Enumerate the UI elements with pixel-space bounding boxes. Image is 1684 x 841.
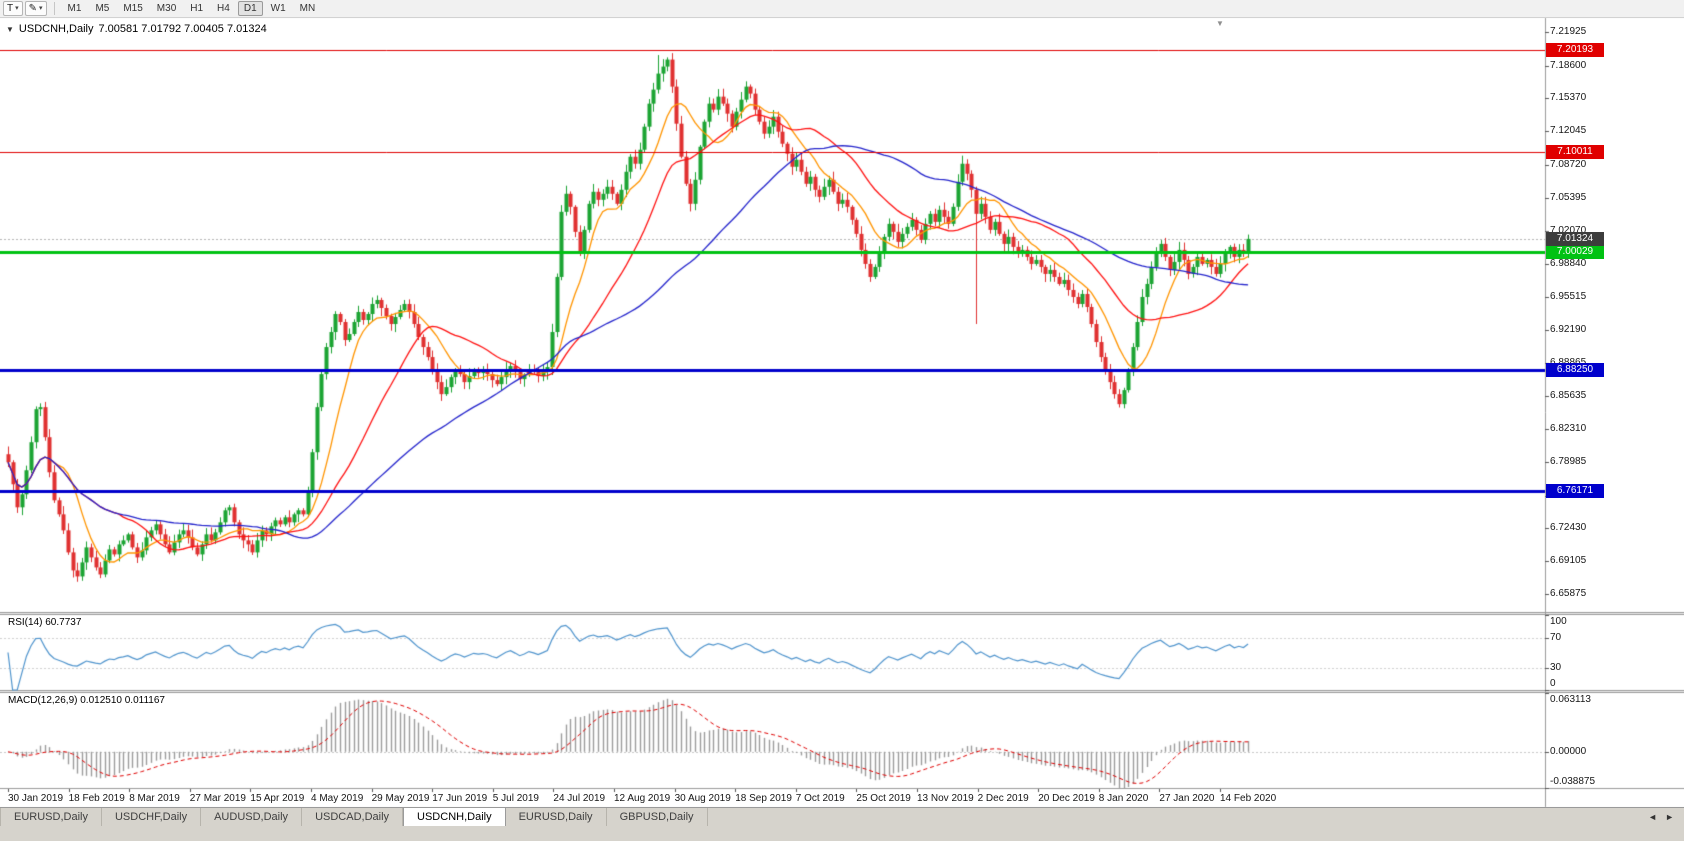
chart-shift-marker[interactable]: ▼ [1216, 19, 1224, 28]
timeframe-button-m15[interactable]: M15 [117, 1, 148, 16]
symbol-dropdown-icon[interactable]: ▼ [6, 24, 14, 34]
rsi-name: RSI(14) [8, 617, 43, 628]
tab-usdchf-daily[interactable]: USDCHF,Daily [102, 808, 202, 826]
macd-indicator-label: MACD(12,26,9) 0.012510 0.011167 [8, 695, 165, 706]
tab-eurusd-daily-1[interactable]: EURUSD,Daily [0, 808, 102, 826]
tab-scroll-left-icon[interactable]: ◄ [1648, 812, 1658, 822]
chart-tab-bar: EURUSD,Daily USDCHF,Daily AUDUSD,Daily U… [0, 807, 1684, 841]
timeframe-button-mn[interactable]: MN [294, 1, 322, 16]
tab-audusd-daily[interactable]: AUDUSD,Daily [201, 808, 303, 826]
templates-button[interactable]: T ▾ [3, 1, 23, 16]
timeframe-button-h4[interactable]: H4 [211, 1, 236, 16]
macd-values: 0.012510 0.011167 [80, 695, 165, 706]
tab-eurusd-daily-2[interactable]: EURUSD,Daily [506, 808, 607, 826]
symbol-period-label: USDCNH,Daily [18, 23, 94, 35]
tab-scroll-arrows: ◄ ► [1648, 808, 1684, 822]
chevron-down-icon: ▾ [15, 5, 19, 12]
tab-gbpusd-daily[interactable]: GBPUSD,Daily [607, 808, 708, 826]
tab-usdcnh-daily[interactable]: USDCNH,Daily [403, 808, 506, 826]
timeframe-button-m5[interactable]: M5 [89, 1, 115, 16]
chart-title[interactable]: ▼ USDCNH,Daily 7.00581 7.01792 7.00405 7… [6, 23, 267, 35]
pencil-icon: ✎ [28, 3, 38, 14]
timeframe-button-d1[interactable]: D1 [237, 1, 263, 16]
rsi-indicator-label: RSI(14) 60.7737 [8, 617, 81, 628]
draw-tool-button[interactable]: ✎ ▾ [24, 1, 47, 16]
ohlc-values: 7.00581 7.01792 7.00405 7.01324 [98, 23, 267, 35]
tab-usdcad-daily[interactable]: USDCAD,Daily [302, 808, 404, 826]
templates-button-label: T [7, 3, 14, 14]
macd-name: MACD(12,26,9) [8, 695, 78, 706]
timeframe-button-h1[interactable]: H1 [184, 1, 209, 16]
chevron-down-icon: ▾ [39, 5, 43, 12]
timeframe-button-m30[interactable]: M30 [151, 1, 182, 16]
timeframe-button-m1[interactable]: M1 [62, 1, 88, 16]
timeframe-button-w1[interactable]: W1 [265, 1, 292, 16]
rsi-value: 60.7737 [45, 617, 82, 628]
toolbar: T ▾ ✎ ▾ M1 M5 M15 M30 H1 H4 D1 W1 MN [0, 0, 1684, 18]
tab-scroll-right-icon[interactable]: ► [1665, 812, 1674, 822]
toolbar-separator [53, 2, 55, 15]
